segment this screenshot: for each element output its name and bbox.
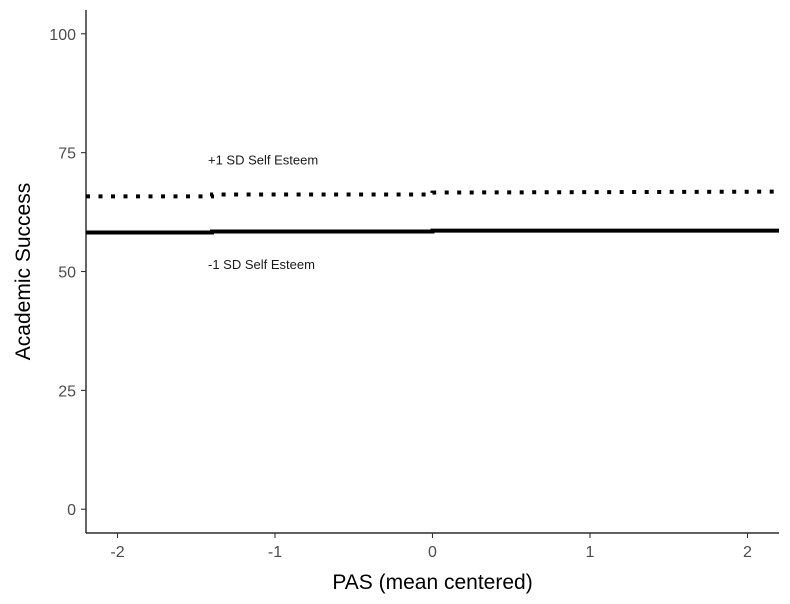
- x-tick-label: 0: [428, 544, 437, 561]
- solid-series-line: [86, 228, 779, 235]
- y-tick-label: 50: [58, 265, 76, 282]
- y-tick-label: 25: [58, 383, 76, 400]
- series-annotation-label: -1 SD Self Esteem: [208, 257, 315, 272]
- x-axis-title: PAS (mean centered): [332, 571, 532, 594]
- axis-layer: [85, 10, 779, 534]
- y-axis-title: Academic Success: [12, 183, 35, 360]
- x-tick-label: 2: [743, 544, 752, 561]
- series-annotation-label: +1 SD Self Esteem: [208, 153, 318, 168]
- x-tick-label: 1: [586, 544, 595, 561]
- tick-layer: 0 25 50 75 100 -2 -1 0 1 2: [49, 27, 752, 561]
- x-tick-label: -2: [110, 544, 124, 561]
- dotted-series-line: [86, 189, 780, 199]
- series-layer: [86, 189, 780, 235]
- annotation-layer: +1 SD Self Esteem -1 SD Self Esteem: [208, 153, 318, 273]
- y-tick-label: 100: [49, 27, 76, 44]
- x-tick-label: -1: [268, 544, 282, 561]
- y-tick-label: 0: [67, 502, 76, 519]
- y-tick-label: 75: [58, 146, 76, 163]
